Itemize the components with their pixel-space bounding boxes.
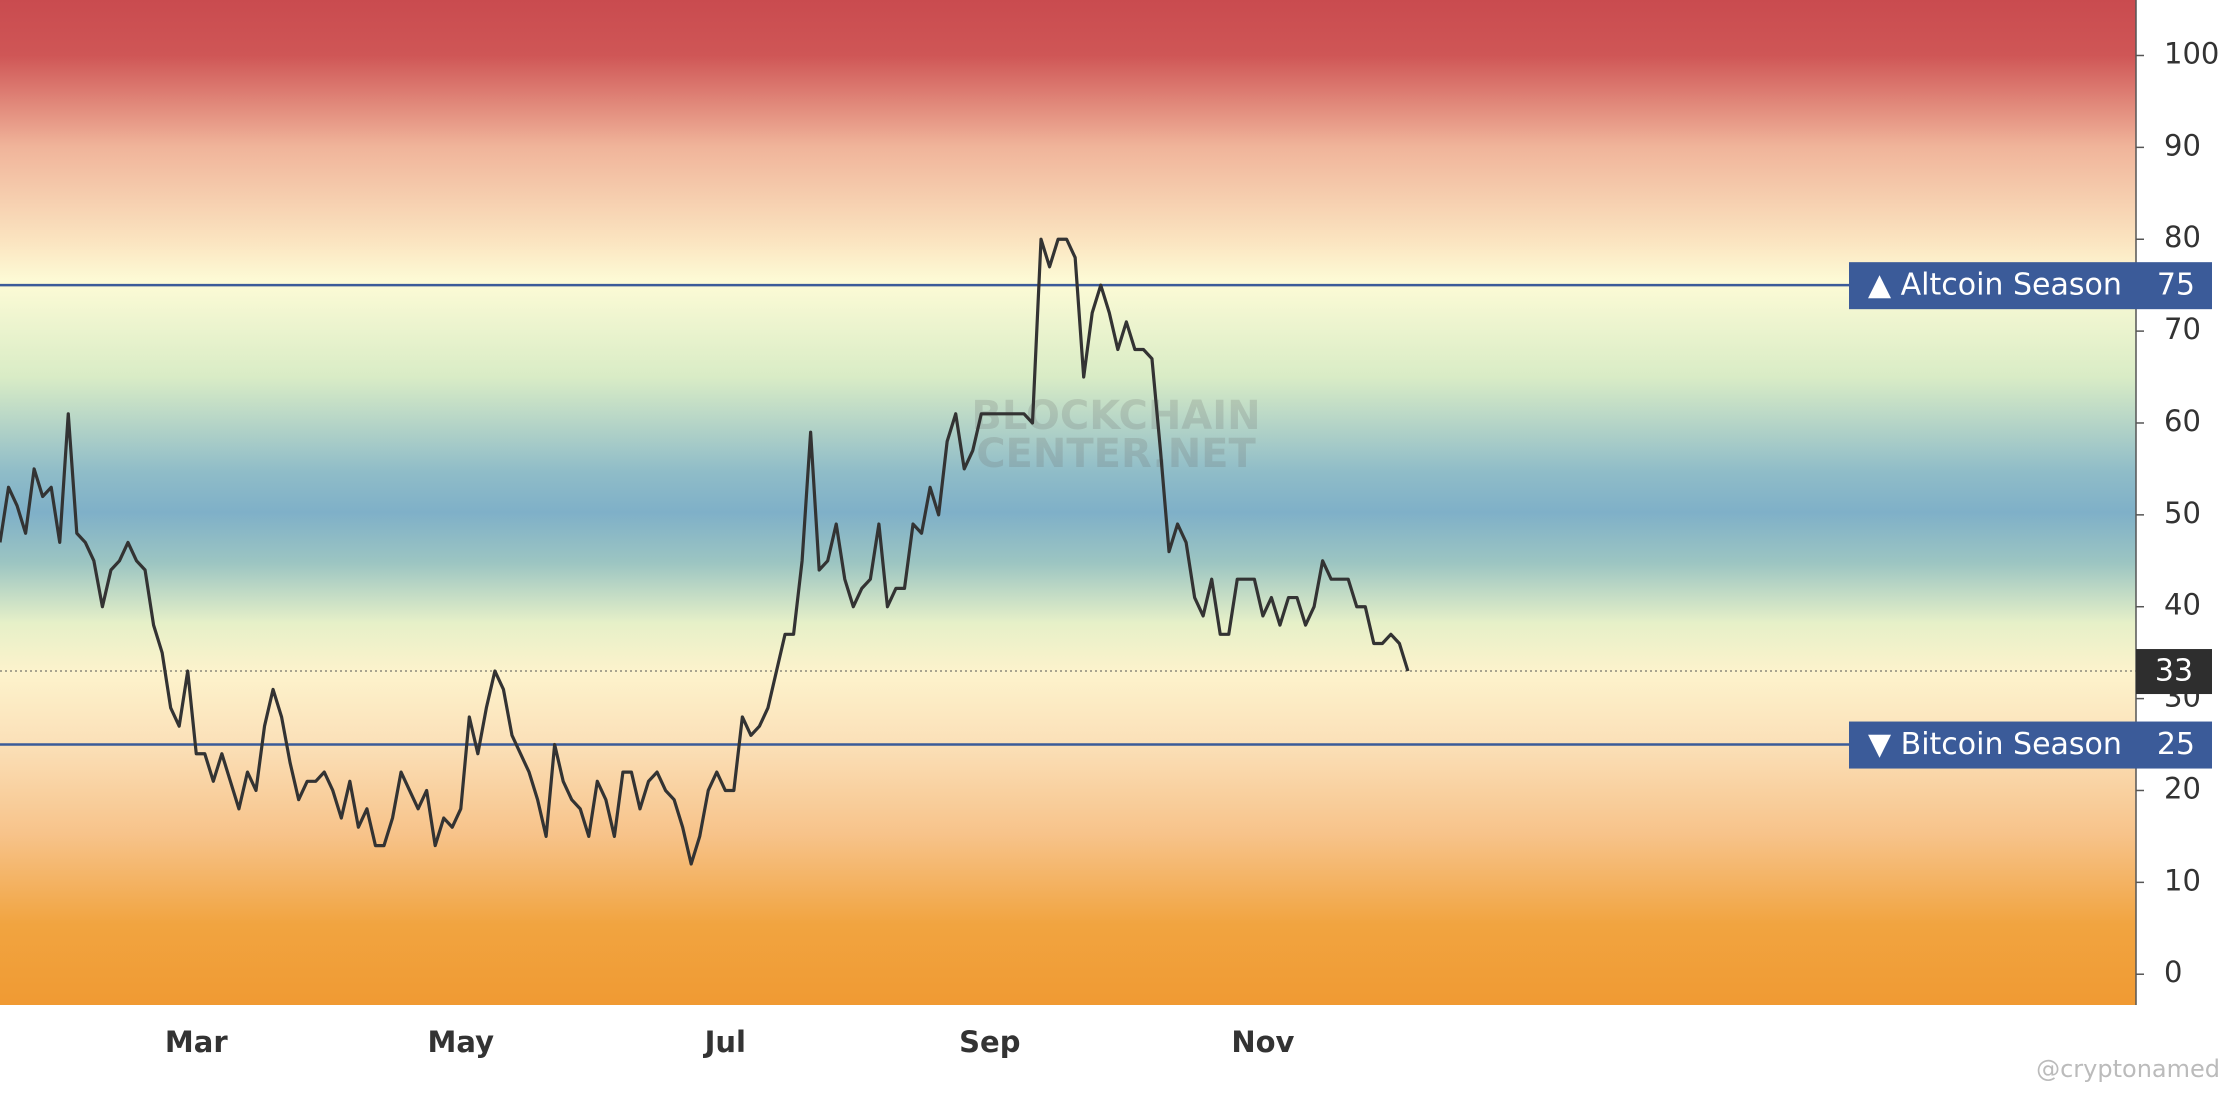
y-tick-label: 0 bbox=[2164, 955, 2182, 989]
y-tick-label: 100 bbox=[2164, 36, 2219, 70]
index-line bbox=[0, 237, 1410, 866]
threshold-box bbox=[1849, 721, 2212, 769]
y-tick-label: 20 bbox=[2164, 771, 2201, 805]
plot-background bbox=[0, 0, 2136, 1005]
x-tick-label: Sep bbox=[959, 1025, 1020, 1059]
threshold-label: ▲ Altcoin Season bbox=[1868, 268, 2122, 303]
y-tick-label: 90 bbox=[2164, 128, 2201, 162]
credit: @cryptonamed bbox=[2036, 1055, 2220, 1083]
last-value-label: 33 bbox=[2155, 654, 2193, 689]
last-value-box bbox=[2136, 649, 2212, 695]
y-tick-label: 10 bbox=[2164, 863, 2201, 897]
y-tick-label: 80 bbox=[2164, 220, 2201, 254]
y-tick-label: 60 bbox=[2164, 404, 2201, 438]
watermark: CENTER.NET bbox=[976, 431, 1256, 477]
threshold-value: 75 bbox=[2157, 268, 2195, 303]
threshold-value: 25 bbox=[2157, 727, 2195, 762]
y-tick-label: 40 bbox=[2164, 588, 2201, 622]
x-tick-label: Mar bbox=[165, 1025, 228, 1059]
x-tick-label: May bbox=[428, 1025, 495, 1059]
x-tick-label: Jul bbox=[703, 1025, 746, 1059]
y-tick-label: 70 bbox=[2164, 312, 2201, 346]
watermark: BLOCKCHAIN bbox=[971, 393, 1260, 439]
threshold-label: ▼ Bitcoin Season bbox=[1868, 727, 2122, 762]
x-tick-label: Nov bbox=[1231, 1025, 1294, 1059]
y-tick-label: 50 bbox=[2164, 496, 2201, 530]
threshold-box bbox=[1849, 262, 2212, 310]
